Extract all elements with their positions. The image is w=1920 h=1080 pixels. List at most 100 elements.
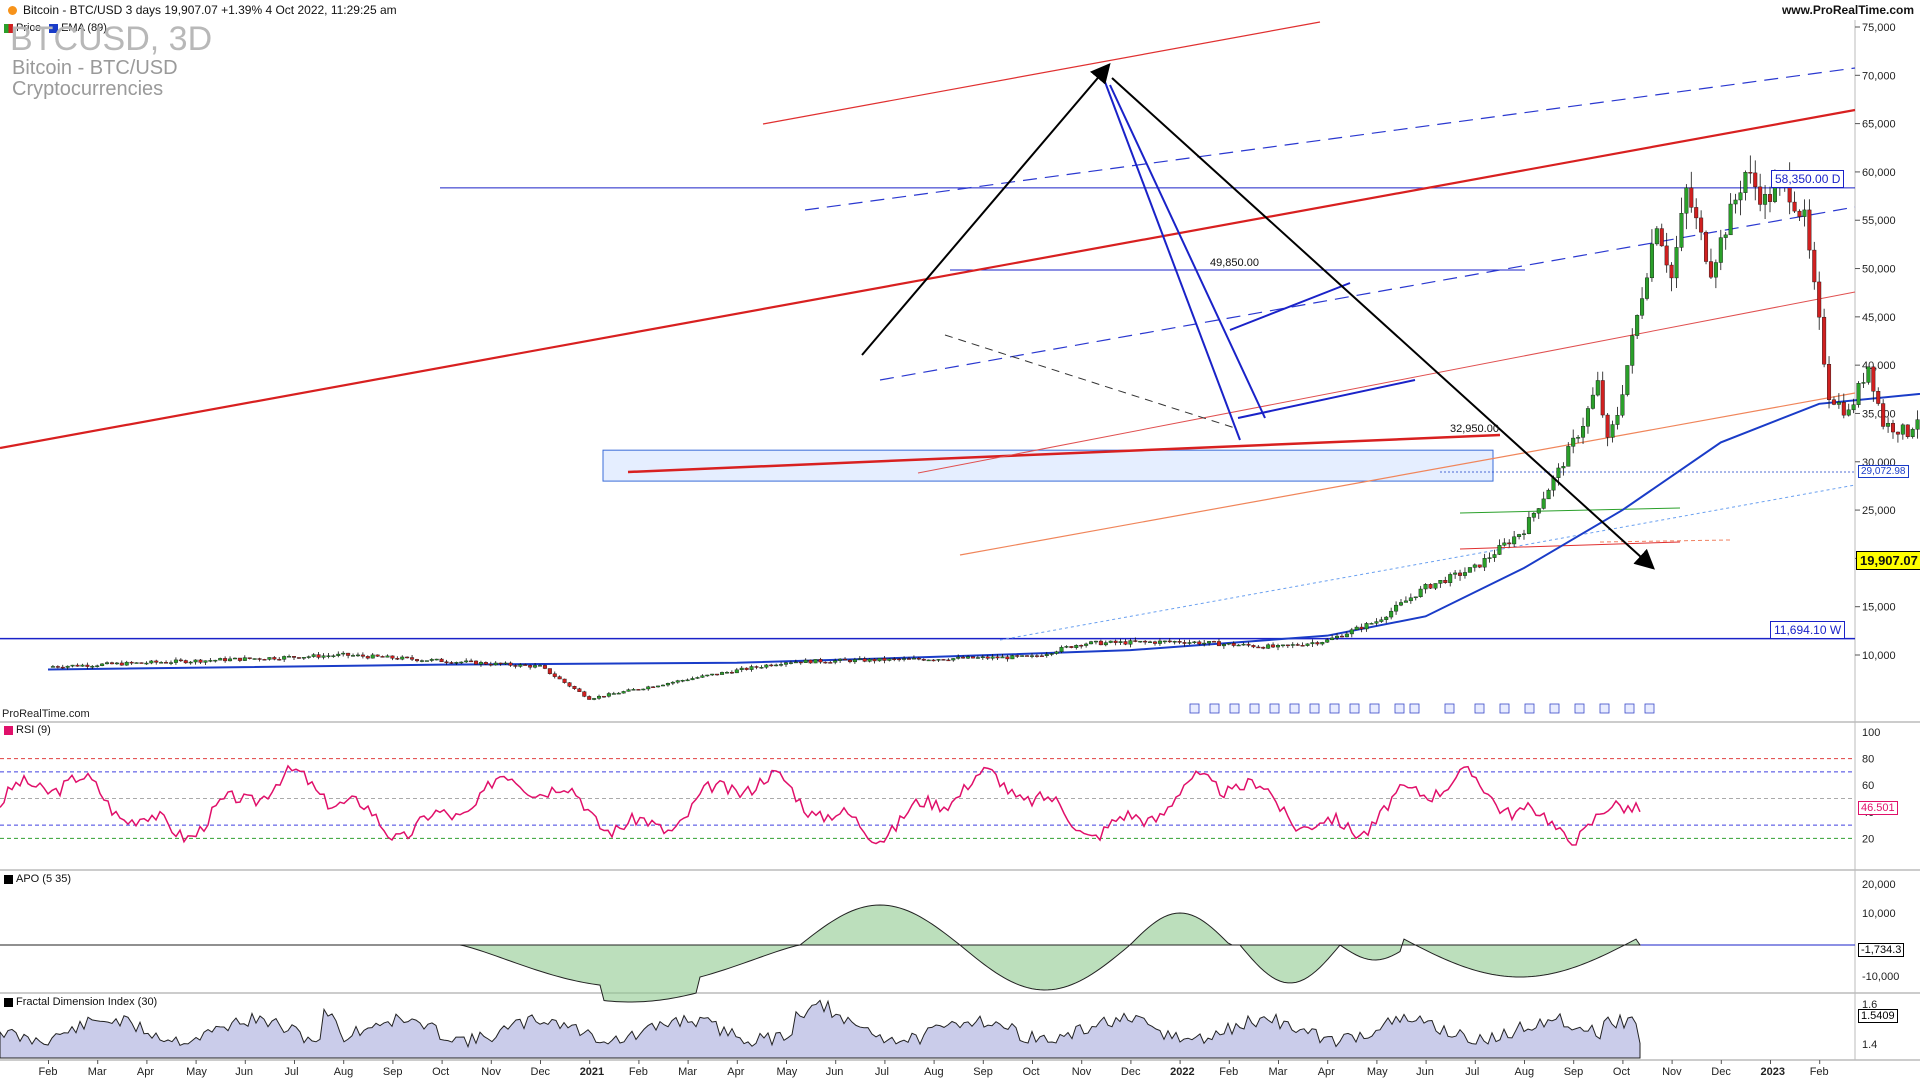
price-tick-label: 50,000 xyxy=(1862,264,1896,276)
candle-down xyxy=(528,665,533,668)
candle-down xyxy=(346,652,351,656)
candle-up xyxy=(429,659,434,661)
red-lower-flag xyxy=(1459,541,1681,550)
candle-down xyxy=(985,656,990,659)
candle-up xyxy=(1064,646,1069,648)
candle-up xyxy=(1448,574,1453,583)
price-tick-label: 25,000 xyxy=(1862,505,1896,517)
event-icon xyxy=(1289,703,1300,714)
apo-tick-label: 10,000 xyxy=(1862,908,1896,920)
candle-down xyxy=(365,656,370,659)
fdi-tick-label: 1.6 xyxy=(1862,999,1877,1011)
candle-up xyxy=(597,695,602,699)
candle-up xyxy=(503,662,508,665)
apo-tick-label: -10,000 xyxy=(1862,971,1899,983)
candle-up xyxy=(1074,644,1079,648)
candle-up xyxy=(321,655,326,658)
candle-down xyxy=(257,658,262,660)
candle-up xyxy=(877,658,882,662)
time-tick-label: Sep xyxy=(1564,1066,1584,1078)
candle-down xyxy=(1458,572,1463,576)
candle-up xyxy=(1743,172,1748,193)
candle-up xyxy=(311,654,316,657)
candle-up xyxy=(1172,641,1177,643)
event-icon xyxy=(1524,703,1535,714)
candle-up xyxy=(341,652,346,655)
candle-up xyxy=(1162,640,1167,643)
candle-down xyxy=(587,696,592,700)
candle-up xyxy=(173,659,178,663)
candle-down xyxy=(415,659,420,662)
candle-down xyxy=(542,665,547,669)
candle-down xyxy=(1167,640,1172,643)
candle-down xyxy=(907,658,912,660)
time-tick-label: Dec xyxy=(531,1066,551,1078)
green-line xyxy=(1459,507,1681,514)
candle-up xyxy=(1625,365,1630,395)
candle-up xyxy=(493,662,498,666)
event-icon xyxy=(1499,703,1510,714)
candle-up xyxy=(1413,596,1418,599)
blue-dashed-upper xyxy=(804,67,1856,211)
apo-title[interactable]: APO (5 35) xyxy=(4,873,71,885)
candle-up xyxy=(1089,641,1094,645)
fdi-panel: 1.6 1.4 xyxy=(0,999,1877,1059)
candle-down xyxy=(601,695,606,698)
black-dashed xyxy=(944,334,1236,429)
event-icon xyxy=(1409,703,1420,714)
candle-up xyxy=(779,664,784,666)
candle-down xyxy=(1246,643,1251,646)
candle-down xyxy=(892,658,897,660)
candle-down xyxy=(1300,645,1305,647)
rsi-panel: 10080604020 xyxy=(0,727,1880,846)
candle-down xyxy=(961,656,966,659)
candle-down xyxy=(1831,399,1836,405)
candle-up xyxy=(951,658,956,661)
candle-down xyxy=(636,689,641,691)
time-tick-label: May xyxy=(186,1066,207,1078)
candle-up xyxy=(287,656,292,658)
candle-up xyxy=(1910,429,1915,437)
candle-down xyxy=(237,657,242,661)
event-icon xyxy=(1249,703,1260,714)
red-channel-low xyxy=(917,291,1856,474)
candle-down xyxy=(119,662,124,666)
candles xyxy=(50,155,1920,701)
candle-up xyxy=(670,681,675,684)
candle-down xyxy=(85,664,90,667)
legend-price[interactable]: Price xyxy=(4,22,41,34)
candle-up xyxy=(1733,199,1738,205)
candle-up xyxy=(1546,489,1551,500)
candle-down xyxy=(798,661,803,664)
candle-up xyxy=(1354,626,1359,630)
candle-up xyxy=(1846,409,1851,416)
candle-down xyxy=(1034,655,1039,657)
candle-down xyxy=(1827,364,1832,400)
candle-up xyxy=(1718,237,1723,263)
event-icon xyxy=(1189,703,1200,714)
candle-down xyxy=(552,673,557,677)
candle-up xyxy=(1649,243,1654,279)
candle-up xyxy=(759,667,764,669)
price-tick-label: 75,000 xyxy=(1862,22,1896,34)
time-tick-label: Jul xyxy=(875,1066,889,1078)
candle-up xyxy=(144,662,149,665)
candle-up xyxy=(764,664,769,668)
rsi-title[interactable]: RSI (9) xyxy=(4,724,51,736)
site-url[interactable]: www.ProRealTime.com xyxy=(1781,3,1914,17)
candle-up xyxy=(1886,423,1891,427)
fdi-title[interactable]: Fractal Dimension Index (30) xyxy=(4,996,157,1008)
legend-ema[interactable]: EMA (89) xyxy=(49,22,107,34)
event-icon xyxy=(1209,703,1220,714)
time-tick-label: Jun xyxy=(826,1066,844,1078)
apo-swatch-icon xyxy=(4,874,13,884)
candle-up xyxy=(606,693,611,697)
candle-down xyxy=(562,678,567,683)
apo-panel: 20,000 10,000 -10,000 xyxy=(0,879,1899,1003)
rsi-value-tag: 46.501 xyxy=(1858,801,1898,815)
candle-up xyxy=(1275,645,1280,648)
candle-down xyxy=(444,661,449,664)
candle-up xyxy=(1157,640,1162,644)
candle-up xyxy=(1610,424,1615,438)
